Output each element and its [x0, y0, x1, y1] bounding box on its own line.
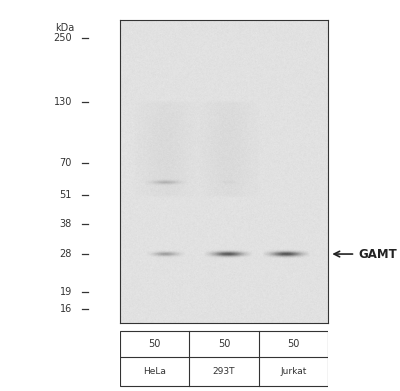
Text: 130: 130: [54, 97, 72, 107]
Text: 19: 19: [60, 287, 72, 298]
Text: 16: 16: [60, 304, 72, 314]
Text: kDa: kDa: [55, 23, 74, 32]
Text: 70: 70: [60, 158, 72, 169]
Text: 50: 50: [218, 339, 230, 349]
Bar: [120, 331, 328, 386]
Text: GAMT: GAMT: [358, 248, 397, 260]
Text: 28: 28: [60, 249, 72, 259]
Text: 50: 50: [287, 339, 300, 349]
Text: 51: 51: [60, 190, 72, 200]
Text: 293T: 293T: [213, 367, 235, 376]
Text: 250: 250: [53, 32, 72, 43]
Text: Jurkat: Jurkat: [280, 367, 306, 376]
Text: HeLa: HeLa: [143, 367, 166, 376]
Text: 38: 38: [60, 219, 72, 229]
Text: 50: 50: [148, 339, 161, 349]
